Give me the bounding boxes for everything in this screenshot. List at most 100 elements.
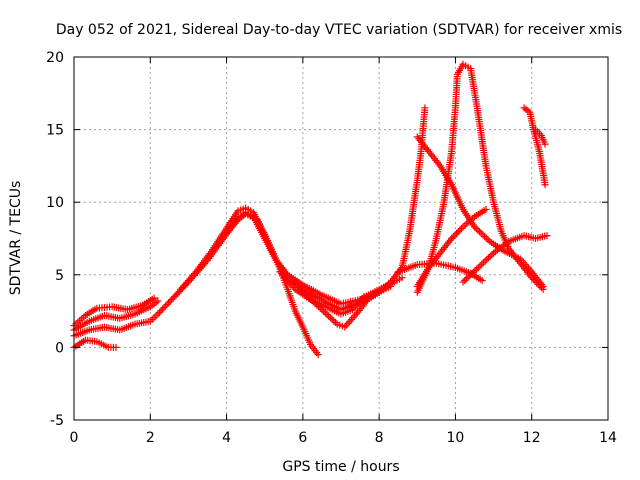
series-13 bbox=[459, 232, 551, 286]
data-point bbox=[483, 255, 491, 263]
data-point bbox=[474, 264, 482, 272]
chart-title: Day 052 of 2021, Sidereal Day-to-day VTE… bbox=[56, 22, 622, 38]
series-3 bbox=[70, 208, 406, 340]
y-tick-label: 15 bbox=[46, 123, 64, 139]
data-point bbox=[162, 302, 170, 310]
data-point bbox=[464, 273, 472, 281]
y-tick-label: 5 bbox=[55, 268, 64, 284]
data-point bbox=[323, 310, 331, 318]
data-point bbox=[330, 317, 338, 325]
data-point bbox=[476, 262, 484, 270]
data-point bbox=[528, 274, 536, 282]
plot-frame bbox=[73, 56, 609, 421]
series-15 bbox=[532, 126, 549, 148]
data-point bbox=[538, 284, 546, 292]
data-point bbox=[325, 312, 333, 320]
x-tick-label: 12 bbox=[523, 430, 541, 446]
data-point bbox=[473, 265, 481, 273]
series-10 bbox=[413, 133, 547, 290]
data-point bbox=[320, 307, 328, 315]
data-point bbox=[539, 285, 547, 293]
data-point bbox=[321, 309, 329, 317]
series-12 bbox=[413, 205, 490, 290]
y-tick-label: 10 bbox=[46, 195, 64, 211]
y-tick-label: 20 bbox=[46, 50, 64, 66]
data-point bbox=[421, 104, 429, 112]
data-point bbox=[398, 274, 406, 282]
series-14 bbox=[520, 104, 549, 189]
data-point bbox=[536, 282, 544, 290]
data-point bbox=[453, 230, 461, 238]
data-point bbox=[174, 289, 182, 297]
series-1 bbox=[70, 297, 162, 334]
data-point bbox=[541, 140, 549, 148]
x-tick-label: 0 bbox=[70, 430, 79, 446]
data-point bbox=[449, 233, 457, 241]
data-point bbox=[155, 308, 163, 316]
data-point bbox=[331, 319, 339, 327]
data-point bbox=[461, 276, 469, 284]
data-point bbox=[456, 226, 464, 234]
data-point bbox=[478, 277, 486, 285]
data-points bbox=[70, 60, 551, 359]
data-point bbox=[486, 252, 494, 260]
data-point bbox=[479, 259, 487, 267]
y-tick-label: 0 bbox=[55, 340, 64, 356]
data-point bbox=[169, 294, 177, 302]
axis-ticks: 0 2 4 6 8 10 12 14 -5 0 5 10 15 20 bbox=[46, 50, 617, 446]
data-point bbox=[326, 314, 334, 322]
data-point bbox=[328, 315, 336, 323]
data-point bbox=[541, 181, 549, 189]
data-point bbox=[474, 226, 482, 234]
data-point bbox=[168, 296, 176, 304]
data-point bbox=[471, 267, 479, 275]
data-point bbox=[459, 278, 467, 286]
data-point bbox=[484, 254, 492, 262]
data-point bbox=[166, 297, 174, 305]
data-point bbox=[163, 300, 171, 308]
data-point bbox=[543, 232, 551, 240]
data-point bbox=[478, 260, 486, 268]
data-point bbox=[314, 351, 322, 359]
series-2 bbox=[70, 336, 120, 351]
data-point bbox=[171, 292, 179, 300]
data-point bbox=[462, 275, 470, 283]
data-point bbox=[469, 268, 477, 276]
series-11 bbox=[413, 60, 547, 296]
data-point bbox=[165, 299, 173, 307]
data-point bbox=[482, 205, 490, 213]
data-point bbox=[154, 310, 162, 318]
data-point bbox=[154, 297, 162, 305]
data-point bbox=[448, 235, 456, 242]
data-point bbox=[472, 224, 480, 232]
x-tick-label: 2 bbox=[146, 430, 155, 446]
data-point bbox=[451, 231, 459, 239]
data-point bbox=[534, 280, 542, 288]
data-point bbox=[157, 307, 165, 315]
data-point bbox=[488, 251, 496, 259]
data-point bbox=[533, 279, 541, 287]
data-point bbox=[466, 272, 474, 280]
data-point bbox=[481, 257, 489, 265]
x-axis-label: GPS time / hours bbox=[282, 459, 399, 475]
data-point bbox=[484, 236, 492, 244]
data-point bbox=[481, 233, 489, 241]
data-point bbox=[482, 234, 490, 242]
data-point bbox=[112, 343, 120, 351]
data-point bbox=[457, 225, 465, 233]
data-point bbox=[531, 277, 539, 285]
data-point bbox=[468, 270, 476, 278]
data-point bbox=[158, 305, 166, 313]
y-axis-label: SDTVAR / TECUs bbox=[8, 181, 24, 296]
data-point bbox=[318, 306, 326, 314]
data-point bbox=[477, 229, 485, 237]
data-point bbox=[476, 228, 484, 236]
data-point bbox=[172, 291, 180, 299]
data-point bbox=[479, 231, 487, 239]
data-point bbox=[529, 275, 537, 283]
x-tick-label: 8 bbox=[375, 430, 384, 446]
data-point bbox=[471, 223, 478, 231]
x-tick-label: 4 bbox=[222, 430, 231, 446]
x-tick-label: 10 bbox=[447, 430, 465, 446]
